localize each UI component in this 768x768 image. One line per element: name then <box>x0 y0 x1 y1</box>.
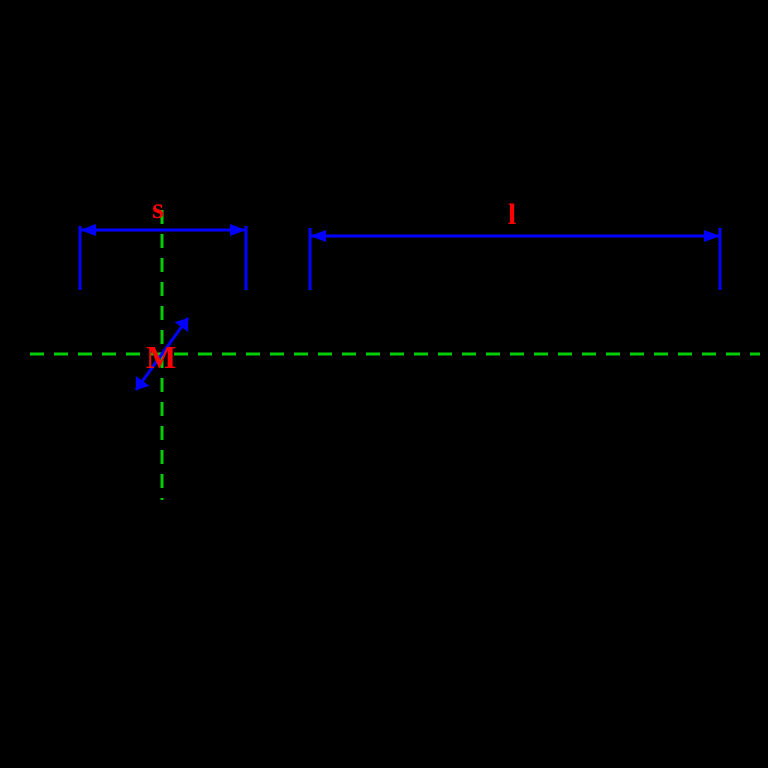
dimension-s <box>80 224 246 290</box>
dimension-l <box>310 228 720 290</box>
label-s: s <box>152 192 164 225</box>
label-m: M <box>146 339 176 375</box>
label-l: l <box>508 198 516 231</box>
diagram-canvas: s l M <box>0 0 768 768</box>
